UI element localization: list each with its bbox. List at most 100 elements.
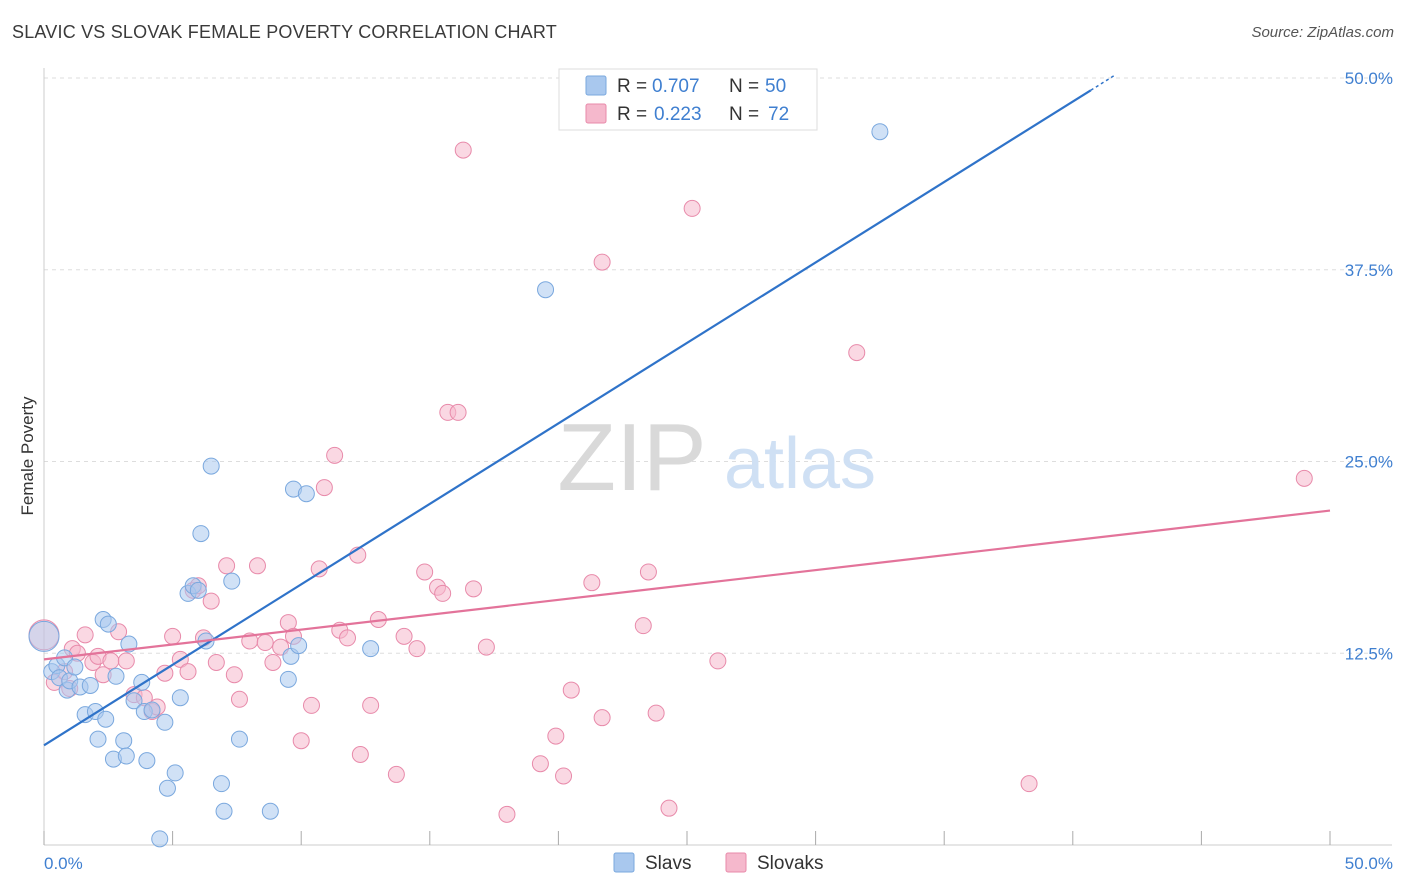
slovaks-point-70 — [683, 199, 701, 217]
slavs-point-41 — [261, 802, 279, 820]
y-tick-labels: 12.5% 25.0% 37.5% 50.0% — [1345, 69, 1393, 663]
slovaks-point-25 — [207, 653, 225, 671]
slovaks-point-67 — [639, 563, 657, 581]
slovaks-point-69 — [660, 799, 678, 817]
slovaks-point-20 — [179, 663, 197, 681]
slovaks-point-64 — [593, 253, 611, 271]
bottom-legend-slovaks-swatch — [725, 852, 747, 873]
legend-slavs-swatch — [585, 75, 607, 96]
y-tick-label-2: 37.5% — [1345, 261, 1393, 280]
slovaks-point-60 — [547, 727, 565, 745]
slovaks-point-26 — [218, 557, 236, 575]
slovaks-point-39 — [315, 479, 333, 497]
slavs-point-10 — [81, 676, 99, 694]
legend-n-label-1: N = — [729, 76, 759, 97]
slovaks-point-27 — [225, 666, 243, 684]
slavs-point-46 — [297, 485, 315, 503]
y-tick-label-0: 12.5% — [1345, 644, 1393, 663]
slovaks-point-47 — [387, 765, 405, 783]
slavs-point-19 — [117, 747, 135, 765]
watermark: ZIP atlas — [557, 404, 876, 511]
legend-n-value-2: 72 — [768, 104, 789, 125]
slovaks-point-61 — [555, 767, 573, 785]
slavs-point-34 — [192, 525, 210, 543]
slovaks-point-57 — [477, 638, 495, 656]
slovaks-point-24 — [202, 592, 220, 610]
legend-n-label-2: N = — [729, 104, 759, 125]
x-tick-labels: 0.0% 50.0% — [44, 854, 1393, 873]
slovaks-point-36 — [292, 732, 310, 750]
slovaks-point-74 — [1295, 469, 1313, 487]
slovaks-point-72 — [848, 344, 866, 362]
slavs-point-7 — [66, 658, 84, 676]
gridlines — [44, 77, 1392, 654]
legend-r-label-2: R = — [617, 104, 647, 125]
source-label: Source: ZipAtlas.com — [1251, 24, 1394, 41]
slavs-point-12 — [89, 730, 107, 748]
trend-lines — [43, 75, 1331, 747]
slovaks-point-59 — [531, 755, 549, 773]
slavs-point-29 — [166, 764, 184, 782]
legend-r-value-1: 0.707 — [652, 76, 700, 97]
legend-r-value-2: 0.223 — [654, 104, 702, 125]
slovaks-point-18 — [164, 627, 182, 645]
watermark-atlas: atlas — [724, 424, 876, 504]
y-axis-label: Female Poverty — [18, 396, 37, 516]
slavs-point-37 — [212, 775, 230, 793]
slovaks-point-56 — [465, 580, 483, 598]
y-tick-label-1: 25.0% — [1345, 453, 1393, 472]
slovaks-point-52 — [434, 584, 452, 602]
slavs-point-49 — [871, 123, 889, 141]
slovaks-point-6 — [76, 626, 94, 644]
slavs-point-40 — [230, 730, 248, 748]
legend-slovaks-swatch — [585, 103, 607, 124]
slovaks-point-66 — [634, 617, 652, 635]
slovaks-point-49 — [408, 640, 426, 658]
slavs-points — [28, 123, 889, 848]
slavs-point-28 — [158, 779, 176, 797]
slovaks-point-48 — [395, 627, 413, 645]
slovaks-point-44 — [351, 745, 369, 763]
slavs-point-39 — [223, 572, 241, 590]
top-legend: R = 0.707 N = 50 R = 0.223 N = 72 — [558, 68, 818, 131]
watermark-zip: ZIP — [557, 404, 706, 511]
bottom-legend-slavs-label: Slavs — [645, 853, 691, 874]
slavs-point-38 — [215, 802, 233, 820]
bottom-legend-slovaks-label: Slovaks — [757, 853, 824, 874]
slavs-point-47 — [362, 640, 380, 658]
slovaks-point-58 — [498, 805, 516, 823]
legend-n-value-1: 50 — [765, 76, 786, 97]
slavs-trend-extension — [1090, 75, 1115, 91]
y-tick-label-3: 50.0% — [1345, 69, 1393, 88]
slovaks-point-71 — [709, 652, 727, 670]
slovaks-point-73 — [1020, 775, 1038, 793]
slavs-point-45 — [290, 637, 308, 655]
bottom-legend-slavs-swatch — [613, 852, 635, 873]
slavs-point-25 — [143, 701, 161, 719]
slavs-point-26 — [151, 830, 169, 848]
slavs-point-0 — [28, 620, 60, 652]
slavs-point-17 — [107, 667, 125, 685]
bottom-legend: Slavs Slovaks — [613, 852, 824, 874]
slovaks-point-65 — [593, 709, 611, 727]
slovaks-point-62 — [562, 681, 580, 699]
slavs-point-30 — [171, 689, 189, 707]
slovaks-point-63 — [583, 574, 601, 592]
slovaks-point-68 — [647, 704, 665, 722]
slovaks-trend-line — [43, 509, 1331, 661]
slavs-point-27 — [156, 713, 174, 731]
legend-r-label-1: R = — [617, 76, 647, 97]
slovaks-point-31 — [256, 634, 274, 652]
slovaks-point-37 — [302, 696, 320, 714]
slavs-trend-line — [43, 89, 1092, 747]
slovaks-point-55 — [454, 141, 472, 159]
slavs-point-24 — [138, 752, 156, 770]
slovaks-point-30 — [248, 557, 266, 575]
slovaks-points — [28, 141, 1313, 823]
slovaks-point-45 — [362, 696, 380, 714]
slovaks-point-10 — [102, 652, 120, 670]
slovaks-point-28 — [230, 690, 248, 708]
slavs-point-33 — [189, 581, 207, 599]
x-tick-label-0: 0.0% — [44, 854, 83, 873]
